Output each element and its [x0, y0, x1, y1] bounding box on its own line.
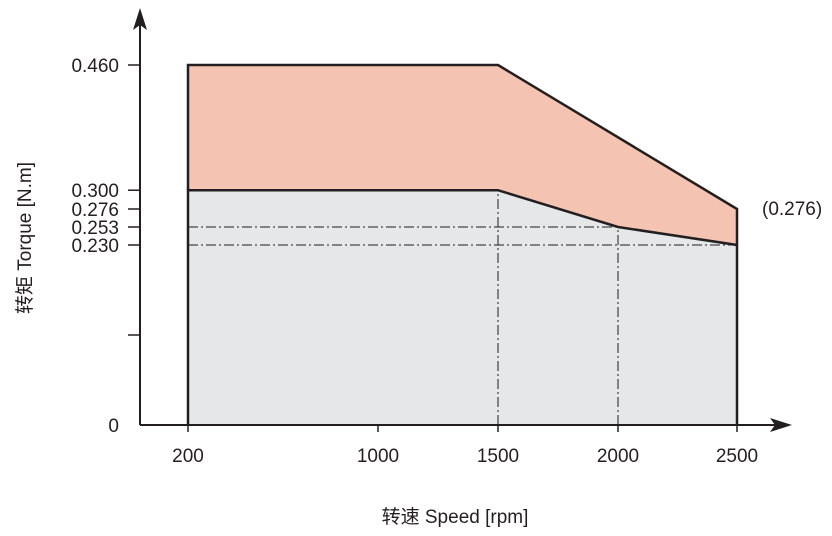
- x-axis-title: 转速 Speed [rpm]: [382, 506, 529, 528]
- y-tick-label-0.23: 0.230: [71, 236, 119, 257]
- chart-outlines: [186, 63, 739, 425]
- y-tick-label-0.46: 0.460: [71, 56, 119, 77]
- x-tick-label-2500: 2500: [716, 446, 758, 467]
- x-tick-label-2000: 2000: [597, 446, 639, 467]
- y-axis-title: 转矩 Torque [N.m]: [14, 162, 36, 314]
- y-tick-label-0.3: 0.300: [71, 181, 119, 202]
- x-ticks: 200 1000 1500 2000 2500: [172, 425, 758, 467]
- peak-region: [188, 65, 737, 245]
- x-tick-label-1000: 1000: [357, 446, 399, 467]
- annotations: (0.276): [762, 199, 822, 220]
- reference-lines: [188, 190, 737, 425]
- continuous-torque-line: [186, 188, 739, 425]
- peak-torque-line: [186, 63, 739, 245]
- chart-fills: [188, 65, 737, 425]
- y-axis-arrow: [133, 8, 147, 30]
- annotation-label: (0.276): [762, 199, 822, 220]
- chart-axes: [133, 8, 792, 432]
- y-tick-label-0.276: 0.276: [71, 200, 119, 221]
- y-tick-label-0.253: 0.253: [71, 218, 119, 239]
- continuous-region: [188, 190, 737, 425]
- y-tick-label-0: 0: [108, 416, 119, 437]
- x-axis-arrow: [770, 418, 792, 432]
- x-tick-label-1500: 1500: [477, 446, 519, 467]
- x-tick-label-200: 200: [172, 446, 204, 467]
